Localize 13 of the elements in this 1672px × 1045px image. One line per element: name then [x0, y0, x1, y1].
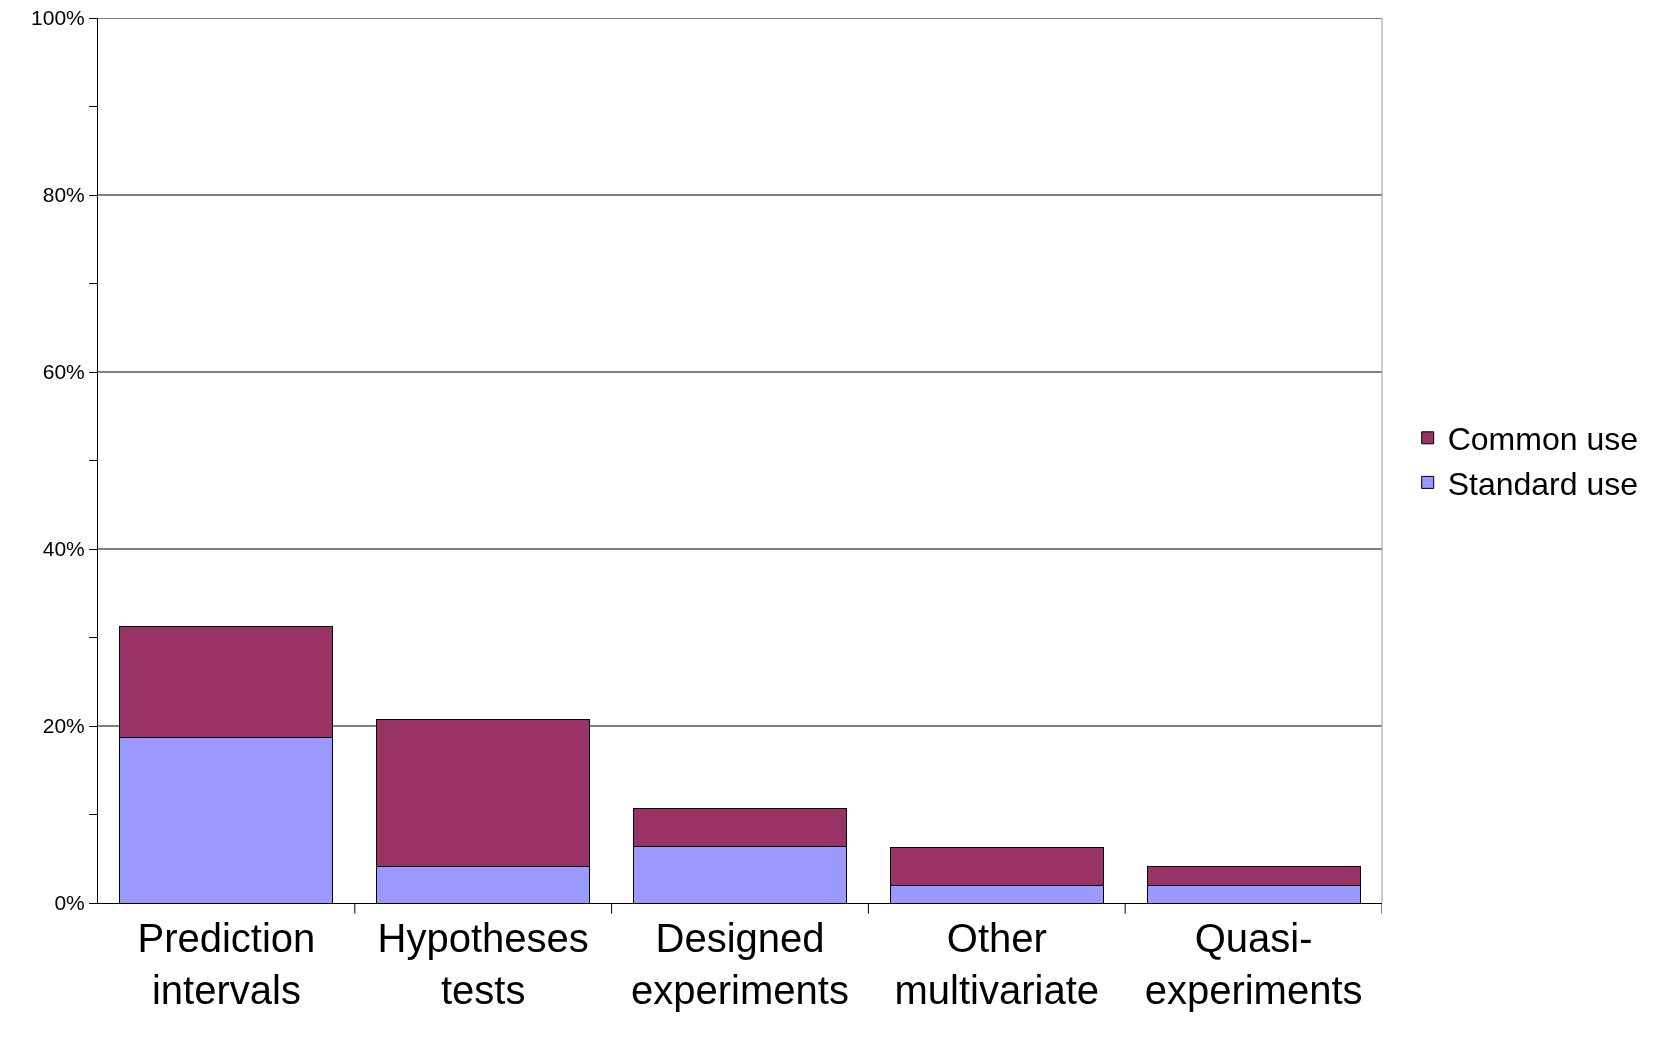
legend-label: Common use: [1447, 421, 1638, 458]
x-tick-label: Quasi- experiments: [1144, 916, 1363, 1012]
x-tick-label: Designed experiments: [631, 916, 849, 1012]
y-tick-label: 100%: [31, 6, 85, 30]
x-tick-label: Other multivariate: [894, 916, 1100, 1012]
x-tick-label: Prediction intervals: [137, 916, 316, 1012]
x-tick-label: Hypotheses tests: [377, 916, 589, 1012]
y-tick-label: 80%: [42, 183, 85, 207]
y-tick-label: 20%: [42, 714, 85, 738]
y-tick-label: 0%: [54, 891, 85, 915]
y-tick-label: 60%: [42, 360, 85, 384]
legend-label: Standard use: [1447, 465, 1639, 502]
y-tick-label: 40%: [42, 537, 85, 561]
